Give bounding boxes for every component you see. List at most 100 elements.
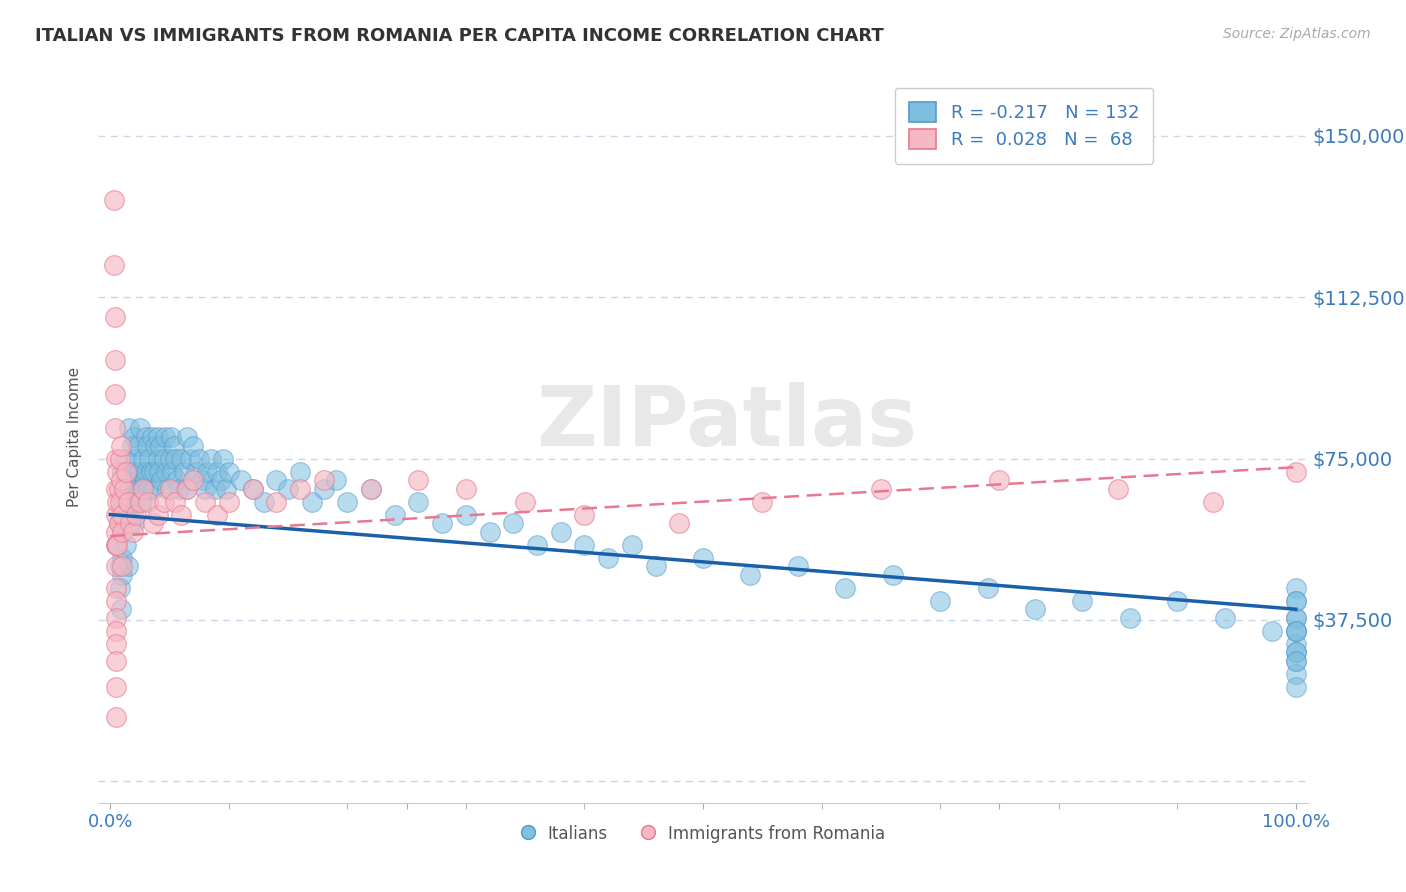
Point xyxy=(111,524,134,539)
Point xyxy=(107,516,129,530)
Point xyxy=(1285,666,1308,681)
Point xyxy=(103,194,125,208)
Point xyxy=(1166,593,1188,607)
Point xyxy=(1285,645,1308,659)
Point xyxy=(149,439,172,453)
Point xyxy=(108,581,131,595)
Point xyxy=(105,624,128,638)
Point xyxy=(312,473,335,487)
Point xyxy=(170,508,193,522)
Point xyxy=(105,508,128,522)
Point xyxy=(882,567,904,582)
Point xyxy=(786,559,808,574)
Point xyxy=(114,482,136,496)
Point xyxy=(148,465,170,479)
Point xyxy=(212,451,235,466)
Point xyxy=(1285,654,1308,668)
Point xyxy=(132,482,155,496)
Point xyxy=(118,482,141,496)
Point xyxy=(129,421,152,435)
Point xyxy=(122,482,145,496)
Point xyxy=(114,538,136,552)
Point xyxy=(174,482,197,496)
Point xyxy=(1285,593,1308,607)
Point xyxy=(301,494,323,508)
Point xyxy=(929,593,952,607)
Point xyxy=(1261,624,1284,638)
Point xyxy=(197,465,219,479)
Y-axis label: Per Capita Income: Per Capita Income xyxy=(67,367,83,508)
Point xyxy=(1285,637,1308,651)
Point xyxy=(1119,611,1142,625)
Point xyxy=(167,482,190,496)
Point xyxy=(132,451,155,466)
Point xyxy=(118,421,141,435)
Point xyxy=(142,516,165,530)
Point xyxy=(136,439,159,453)
Point xyxy=(155,465,177,479)
Point xyxy=(740,567,762,582)
Point xyxy=(127,439,149,453)
Text: ZIPatlas: ZIPatlas xyxy=(537,382,918,463)
Point xyxy=(125,451,148,466)
Point xyxy=(277,482,299,496)
Point xyxy=(121,508,143,522)
Point xyxy=(869,482,891,496)
Point xyxy=(173,465,195,479)
Point xyxy=(1285,611,1308,625)
Point xyxy=(105,524,128,539)
Point xyxy=(432,516,454,530)
Point xyxy=(159,451,181,466)
Point xyxy=(165,494,187,508)
Point xyxy=(242,482,264,496)
Point xyxy=(104,387,127,401)
Point xyxy=(105,494,128,508)
Point xyxy=(325,473,347,487)
Point xyxy=(360,482,382,496)
Text: Source: ZipAtlas.com: Source: ZipAtlas.com xyxy=(1223,27,1371,41)
Point xyxy=(103,258,125,272)
Point xyxy=(114,516,136,530)
Point xyxy=(1285,624,1308,638)
Point xyxy=(312,482,335,496)
Point xyxy=(105,538,128,552)
Legend: Italians, Immigrants from Romania: Italians, Immigrants from Romania xyxy=(515,818,891,849)
Point xyxy=(1285,680,1308,694)
Point xyxy=(105,680,128,694)
Point xyxy=(129,482,152,496)
Point xyxy=(105,559,128,574)
Point xyxy=(152,494,174,508)
Point xyxy=(111,524,134,539)
Point xyxy=(143,465,166,479)
Point xyxy=(104,352,127,367)
Point xyxy=(121,439,143,453)
Point xyxy=(142,482,165,496)
Point xyxy=(121,473,143,487)
Point xyxy=(384,508,406,522)
Point xyxy=(111,559,134,574)
Point xyxy=(125,494,148,508)
Point xyxy=(205,508,228,522)
Point xyxy=(1285,611,1308,625)
Point xyxy=(139,465,162,479)
Point xyxy=(107,516,129,530)
Point xyxy=(620,538,643,552)
Point xyxy=(135,430,157,444)
Point xyxy=(150,473,173,487)
Point xyxy=(692,550,714,565)
Point xyxy=(160,465,183,479)
Point xyxy=(122,516,145,530)
Point xyxy=(143,439,166,453)
Point xyxy=(176,430,198,444)
Point xyxy=(146,451,169,466)
Point xyxy=(1285,593,1308,607)
Point xyxy=(120,494,142,508)
Point xyxy=(218,465,240,479)
Point xyxy=(205,465,228,479)
Point xyxy=(1213,611,1236,625)
Point xyxy=(253,494,276,508)
Point xyxy=(105,654,128,668)
Point xyxy=(156,482,179,496)
Point xyxy=(163,439,186,453)
Point xyxy=(184,465,207,479)
